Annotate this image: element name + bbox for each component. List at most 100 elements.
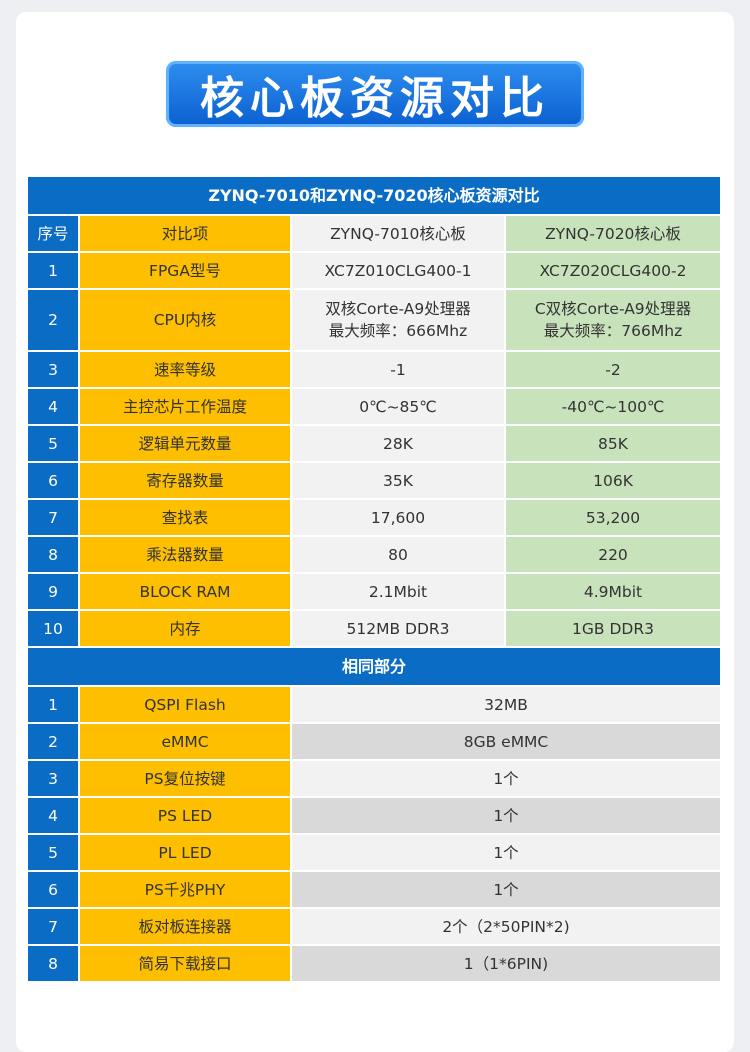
value-line: 28K — [383, 434, 413, 453]
row-7010-value: 双核Corte-A9处理器 最大频率：666Mhz — [292, 290, 506, 352]
header-7010: ZYNQ-7010核心板 — [292, 216, 506, 253]
table-row: 4 主控芯片工作温度 0℃~85℃ -40℃~100℃ — [28, 389, 720, 426]
shared-row-value: 2个（2*50PIN*2) — [292, 909, 720, 946]
row-no: 7 — [28, 500, 80, 537]
comparison-table: ZYNQ-7010和ZYNQ-7020核心板资源对比 序号 对比项 ZYNQ-7010… — [28, 177, 720, 983]
shared-row: 3 PS复位按键 1个 — [28, 761, 720, 798]
table-row: 1 FPGA型号 XC7Z010CLG400-1 XC7Z020CLG400-2 — [28, 253, 720, 290]
shared-row-item: PL LED — [80, 835, 292, 872]
value-line: 17,600 — [370, 508, 426, 527]
shared-title: 相同部分 — [28, 648, 720, 687]
row-item: 内存 — [80, 611, 292, 648]
value-line: 512MB DDR3 — [346, 619, 450, 638]
value-line: 80 — [388, 545, 408, 564]
value-line: C双核Corte-A9处理器 — [534, 300, 692, 318]
row-7010-value: XC7Z010CLG400-1 — [292, 253, 506, 290]
value-line: 最大频率：666Mhz — [328, 322, 468, 340]
value-line: 1GB DDR3 — [572, 619, 654, 638]
row-7020-value: 4.9Mbit — [506, 574, 720, 611]
shared-row-value: 1个 — [292, 761, 720, 798]
shared-row-value: 1个 — [292, 798, 720, 835]
shared-row-item: PS千兆PHY — [80, 872, 292, 909]
value-line: XC7Z010CLG400-1 — [324, 261, 472, 280]
value-line: 4.9Mbit — [583, 582, 643, 601]
shared-row: 6 PS千兆PHY 1个 — [28, 872, 720, 909]
shared-row-item: 板对板连接器 — [80, 909, 292, 946]
value-line: 220 — [598, 545, 628, 564]
table-row: 3 速率等级 -1 -2 — [28, 352, 720, 389]
value-line: 2.1Mbit — [368, 582, 428, 601]
row-item: 逻辑单元数量 — [80, 426, 292, 463]
row-7010-value: 80 — [292, 537, 506, 574]
row-7020-value: -40℃~100℃ — [506, 389, 720, 426]
table-row: 8 乘法器数量 80 220 — [28, 537, 720, 574]
shared-row-no: 7 — [28, 909, 80, 946]
shared-row: 5 PL LED 1个 — [28, 835, 720, 872]
row-7010-value: -1 — [292, 352, 506, 389]
shared-row-no: 6 — [28, 872, 80, 909]
row-no: 2 — [28, 290, 80, 352]
shared-row-item: PS LED — [80, 798, 292, 835]
value-line: -2 — [605, 360, 621, 379]
row-7020-value: 85K — [506, 426, 720, 463]
row-7010-value: 17,600 — [292, 500, 506, 537]
row-7020-value: -2 — [506, 352, 720, 389]
shared-row-no: 2 — [28, 724, 80, 761]
shared-row-item: eMMC — [80, 724, 292, 761]
table-row: 10 内存 512MB DDR3 1GB DDR3 — [28, 611, 720, 648]
row-item: 寄存器数量 — [80, 463, 292, 500]
value-line: 85K — [598, 434, 628, 453]
table-row: 5 逻辑单元数量 28K 85K — [28, 426, 720, 463]
row-7020-value: C双核Corte-A9处理器 最大频率：766Mhz — [506, 290, 720, 352]
shared-row-no: 8 — [28, 946, 80, 983]
row-7010-value: 2.1Mbit — [292, 574, 506, 611]
value-line: 0℃~85℃ — [359, 397, 437, 416]
row-no: 3 — [28, 352, 80, 389]
row-7010-value: 28K — [292, 426, 506, 463]
table-row: 2 CPU内核 双核Corte-A9处理器 最大频率：666Mhz C双核Corte-A… — [28, 290, 720, 352]
row-item: CPU内核 — [80, 290, 292, 352]
shared-title-row: 相同部分 — [28, 648, 720, 687]
shared-row: 7 板对板连接器 2个（2*50PIN*2) — [28, 909, 720, 946]
row-7020-value: 53,200 — [506, 500, 720, 537]
shared-row-item: PS复位按键 — [80, 761, 292, 798]
shared-row-no: 5 — [28, 835, 80, 872]
row-7010-value: 35K — [292, 463, 506, 500]
row-7020-value: 106K — [506, 463, 720, 500]
header-item: 对比项 — [80, 216, 292, 253]
shared-row: 8 简易下载接口 1（1*6PIN) — [28, 946, 720, 983]
table-title: ZYNQ-7010和ZYNQ-7020核心板资源对比 — [28, 177, 720, 216]
value-line: 35K — [383, 471, 413, 490]
row-no: 8 — [28, 537, 80, 574]
row-item: BLOCK RAM — [80, 574, 292, 611]
value-line: -40℃~100℃ — [561, 397, 665, 416]
shared-row: 4 PS LED 1个 — [28, 798, 720, 835]
shared-row: 2 eMMC 8GB eMMC — [28, 724, 720, 761]
row-item: 速率等级 — [80, 352, 292, 389]
row-7020-value: XC7Z020CLG400-2 — [506, 253, 720, 290]
shared-row-value: 1个 — [292, 872, 720, 909]
shared-row-value: 1个 — [292, 835, 720, 872]
value-line: XC7Z020CLG400-2 — [539, 261, 687, 280]
row-7010-value: 0℃~85℃ — [292, 389, 506, 426]
shared-row-no: 4 — [28, 798, 80, 835]
shared-row-no: 3 — [28, 761, 80, 798]
row-item: FPGA型号 — [80, 253, 292, 290]
page-title: 核心板资源对比 — [166, 61, 584, 127]
table-row: 9 BLOCK RAM 2.1Mbit 4.9Mbit — [28, 574, 720, 611]
shared-row-value: 1（1*6PIN) — [292, 946, 720, 983]
shared-row-value: 8GB eMMC — [292, 724, 720, 761]
row-no: 9 — [28, 574, 80, 611]
row-no: 10 — [28, 611, 80, 648]
shared-row-item: 简易下载接口 — [80, 946, 292, 983]
value-line: 53,200 — [585, 508, 641, 527]
value-line: -1 — [390, 360, 406, 379]
row-no: 6 — [28, 463, 80, 500]
table-row: 7 查找表 17,600 53,200 — [28, 500, 720, 537]
row-7010-value: 512MB DDR3 — [292, 611, 506, 648]
table-row: 6 寄存器数量 35K 106K — [28, 463, 720, 500]
value-line: 双核Corte-A9处理器 — [325, 300, 471, 318]
row-no: 1 — [28, 253, 80, 290]
column-header-row: 序号 对比项 ZYNQ-7010核心板 ZYNQ-7020核心板 — [28, 216, 720, 253]
table-title-row: ZYNQ-7010和ZYNQ-7020核心板资源对比 — [28, 177, 720, 216]
